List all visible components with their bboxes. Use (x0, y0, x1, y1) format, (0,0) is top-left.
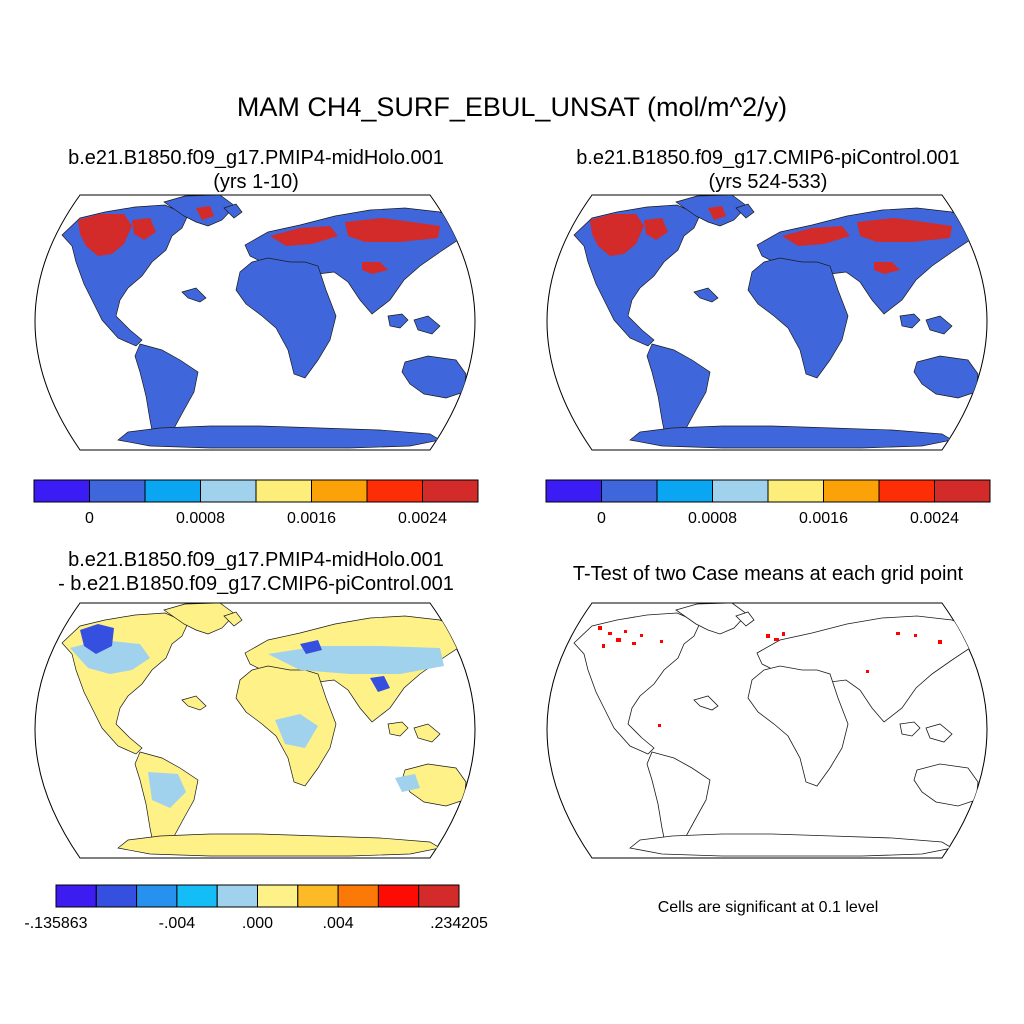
colorbar-tick-label: 0.0008 (688, 510, 737, 527)
panel-title-line1: b.e21.B1850.f09_g17.CMIP6-piControl.001 (576, 147, 960, 169)
colorbar-top-left: 0 0.0008 0.0016 0.0024 (33, 479, 479, 527)
colorbar-swatch (545, 479, 602, 503)
panel-title-line1: b.e21.B1850.f09_g17.PMIP4-midHolo.001 (68, 549, 444, 571)
colorbar-tick-label: 0.0024 (398, 510, 447, 527)
colorbar-swatch (95, 884, 138, 908)
colorbar-swatch (337, 884, 379, 908)
colorbar-tick-label: 0 (85, 510, 94, 527)
panel-title-top-right: b.e21.B1850.f09_g17.CMIP6-piControl.001 … (512, 146, 1024, 194)
colorbar-swatch (176, 884, 218, 908)
panel-title-line1: b.e21.B1850.f09_g17.PMIP4-midHolo.001 (68, 147, 444, 169)
colorbar-tick-label: .234205 (430, 915, 488, 932)
colorbar-swatch (257, 884, 299, 908)
colorbar-swatch (422, 479, 479, 503)
colorbar-swatch (601, 479, 658, 503)
colorbar-swatch (712, 479, 769, 503)
main-title: MAM CH4_SURF_EBUL_UNSAT (mol/m^2/y) (236, 92, 788, 122)
colorbar-tick-label: -.004 (159, 915, 196, 932)
colorbar-swatch (216, 884, 258, 908)
colorbar-tick-label: .004 (323, 915, 354, 932)
colorbar-swatch (656, 479, 713, 503)
colorbar-swatch (934, 479, 991, 503)
colorbar-swatch (823, 479, 880, 503)
colorbar-swatch (767, 479, 824, 503)
panel-title-line2: (yrs 1-10) (213, 171, 299, 193)
panel-title-line1: T-Test of two Case means at each grid po… (572, 563, 964, 585)
colorbar-swatch (55, 884, 97, 908)
colorbar-top-right: 0 0.0008 0.0016 0.0024 (545, 479, 991, 527)
colorbar-swatch (878, 479, 935, 503)
colorbar-swatch (33, 479, 90, 503)
colorbar-tick-label: 0.0016 (799, 510, 848, 527)
colorbar-swatch (297, 884, 339, 908)
significance-note: Cells are significant at 0.1 level (657, 899, 879, 916)
colorbar-tick-label: .000 (242, 915, 273, 932)
colorbar-bottom-left: -.135863 -.004 .000 .004 .234205 (24, 884, 488, 932)
panel-title-bottom-right: T-Test of two Case means at each grid po… (512, 562, 1024, 586)
colorbar-swatch (377, 884, 420, 908)
panel-title-top-left: b.e21.B1850.f09_g17.PMIP4-midHolo.001 (y… (0, 146, 512, 194)
colorbar-swatch (366, 479, 423, 503)
colorbar-swatch (136, 884, 178, 908)
colorbar-tick-label: 0.0008 (176, 510, 225, 527)
map-bottom-right (546, 602, 988, 859)
colorbar-tick-label: -.135863 (24, 915, 87, 932)
colorbar-tick-label: 0.0024 (910, 510, 959, 527)
colorbar-swatch (200, 479, 257, 503)
panel-title-line2: - b.e21.B1850.f09_g17.CMIP6-piControl.00… (58, 573, 454, 595)
colorbar-swatch (255, 479, 312, 503)
colorbar-swatch (89, 479, 146, 503)
colorbar-swatch (418, 884, 460, 908)
panel-title-line2: (yrs 524-533) (708, 171, 828, 193)
map-top-right (546, 194, 988, 451)
map-top-left (34, 194, 476, 451)
map-bottom-left (34, 602, 476, 859)
colorbar-swatch (144, 479, 201, 503)
colorbar-tick-label: 0 (597, 510, 606, 527)
colorbar-swatch (311, 479, 368, 503)
colorbar-tick-label: 0.0016 (287, 510, 336, 527)
panel-title-bottom-left: b.e21.B1850.f09_g17.PMIP4-midHolo.001 - … (0, 548, 512, 596)
